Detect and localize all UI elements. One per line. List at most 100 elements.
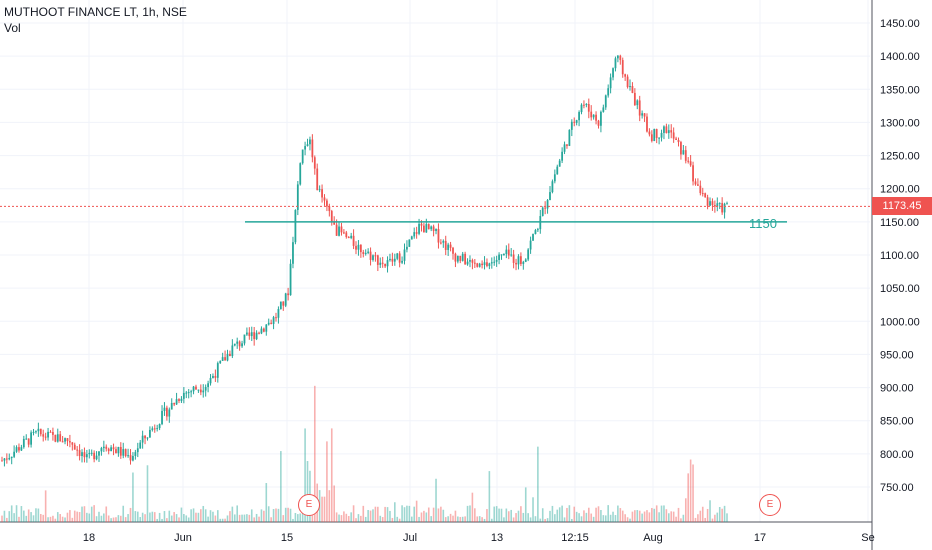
volume-bar [241, 514, 243, 522]
volume-bar [408, 505, 411, 522]
volume-bar [619, 508, 622, 522]
candle-body [18, 447, 20, 451]
candle-body [488, 263, 491, 267]
price-axis-label: 1050.00 [880, 283, 920, 295]
volume-bar [634, 510, 636, 522]
volume-bar [534, 516, 537, 522]
candle-body [73, 444, 76, 450]
earnings-marker[interactable]: E [298, 494, 320, 516]
candle-body [641, 113, 644, 116]
candle-body [386, 260, 389, 267]
time-axis-label: 18 [83, 532, 95, 544]
volume-bar [457, 516, 459, 522]
volume-bar [73, 510, 76, 522]
volume-bar [313, 385, 316, 522]
time-axis-label: Jul [403, 532, 417, 544]
candle-body [185, 392, 188, 394]
volume-bar [701, 506, 704, 522]
volume-bar [500, 508, 503, 522]
candle-body [178, 399, 180, 401]
candle-body [459, 255, 462, 261]
volume-bar [328, 490, 331, 522]
volume-bar [726, 513, 728, 522]
candle-body [44, 436, 47, 438]
volume-bar [677, 507, 680, 522]
volume-bar [362, 505, 365, 522]
candle-body [54, 434, 57, 442]
volume-bar [711, 518, 714, 522]
candle-body [718, 203, 721, 205]
candle-body [296, 184, 299, 211]
candle-body [597, 120, 600, 126]
candle-body [587, 103, 590, 112]
volume-bar [461, 516, 464, 522]
volume-bar [474, 508, 476, 522]
volume-bar [510, 509, 512, 522]
price-axis-label: 1200.00 [880, 184, 920, 196]
volume-bar [352, 505, 355, 522]
candle-body [192, 386, 195, 392]
chart-legend: MUTHOOT FINANCE LT, 1h, NSE Vol [4, 4, 187, 36]
candle-body [578, 112, 580, 121]
candle-body [619, 55, 622, 61]
candle-body [102, 446, 105, 449]
volume-bar [672, 511, 675, 522]
candle-body [595, 114, 597, 121]
candle-body [161, 410, 163, 425]
candle-body [607, 88, 610, 96]
volume-bar [149, 512, 151, 522]
candle-body [481, 263, 484, 266]
volume-bar [61, 516, 64, 522]
candle-body [8, 457, 11, 460]
volume-bar [537, 446, 539, 522]
volume-bar [98, 511, 100, 522]
candle-body [444, 240, 447, 250]
candle-body [20, 447, 23, 451]
candle-body [56, 434, 59, 442]
candle-body [590, 111, 593, 118]
volume-bar [687, 473, 690, 522]
volume-bar [658, 512, 660, 522]
volume-bar [420, 512, 423, 522]
volume-bar [452, 515, 454, 522]
candle-body [90, 452, 93, 454]
candle-body [410, 236, 413, 240]
volume-bar [76, 511, 78, 522]
earnings-marker[interactable]: E [759, 494, 781, 516]
volume-bar [54, 518, 57, 522]
volume-bar [127, 514, 129, 522]
time-axis-label: Aug [643, 532, 663, 544]
candle-body [309, 139, 311, 145]
volume-bar [578, 513, 580, 522]
candle-body [311, 139, 314, 158]
volume-bar [721, 508, 723, 522]
candle-body [170, 402, 173, 410]
volume-bar [326, 441, 328, 522]
candle-body [199, 389, 202, 393]
candle-body [335, 224, 338, 236]
volume-bar [694, 517, 697, 522]
price-axis-label: 1400.00 [880, 51, 920, 63]
volume-bar [670, 511, 673, 522]
candle-body [301, 149, 304, 164]
volume-bar [459, 516, 462, 522]
candle-body [119, 446, 122, 456]
volume-bar [614, 515, 617, 522]
candle-body [527, 249, 530, 260]
candle-body [340, 226, 343, 233]
volume-bar [117, 515, 120, 522]
volume-bar [403, 507, 406, 522]
candle-body [449, 244, 452, 248]
price-axis-label: 1250.00 [880, 151, 920, 163]
volume-bar [364, 516, 367, 522]
candle-body [250, 332, 253, 337]
time-axis-label: 15 [281, 532, 293, 544]
candle-body [52, 432, 54, 435]
volume-bar [360, 515, 362, 522]
volume-bar [389, 510, 391, 522]
volume-bar [168, 510, 171, 522]
candle-body [648, 131, 651, 135]
volume-bar [680, 518, 682, 522]
volume-bar [175, 514, 178, 522]
